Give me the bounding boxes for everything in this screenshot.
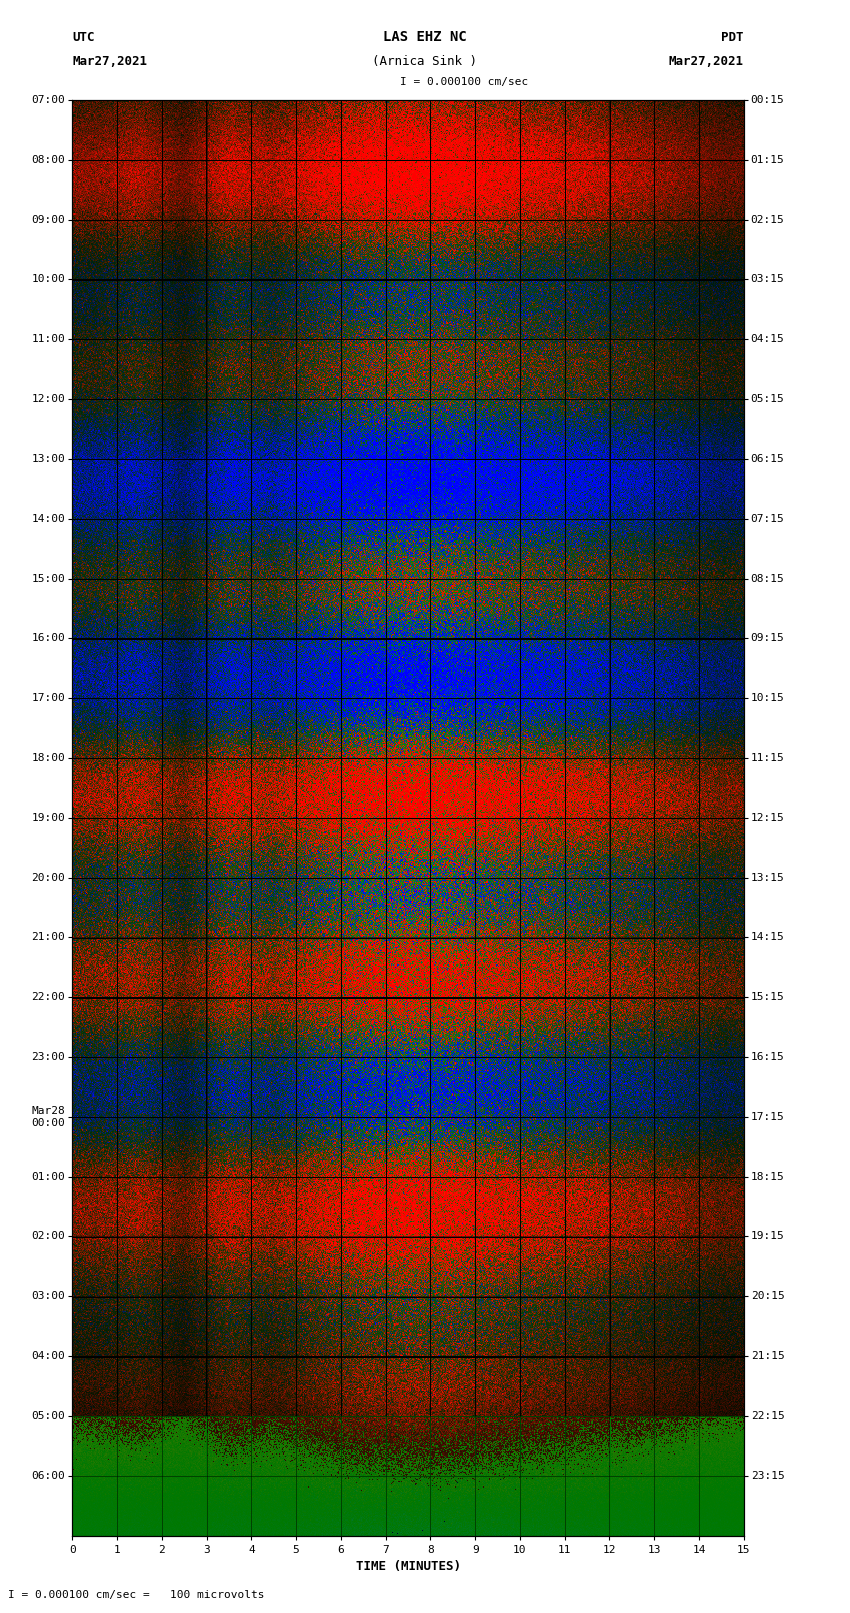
Text: LAS EHZ NC: LAS EHZ NC	[383, 29, 467, 44]
Text: (Arnica Sink ): (Arnica Sink )	[372, 55, 478, 68]
X-axis label: TIME (MINUTES): TIME (MINUTES)	[355, 1560, 461, 1573]
Text: I = 0.000100 cm/sec: I = 0.000100 cm/sec	[400, 77, 528, 87]
Text: I = 0.000100 cm/sec =   100 microvolts: I = 0.000100 cm/sec = 100 microvolts	[8, 1590, 265, 1600]
Text: Mar27,2021: Mar27,2021	[669, 55, 744, 68]
Text: Mar27,2021: Mar27,2021	[72, 55, 147, 68]
Text: UTC: UTC	[72, 31, 94, 44]
Text: PDT: PDT	[722, 31, 744, 44]
